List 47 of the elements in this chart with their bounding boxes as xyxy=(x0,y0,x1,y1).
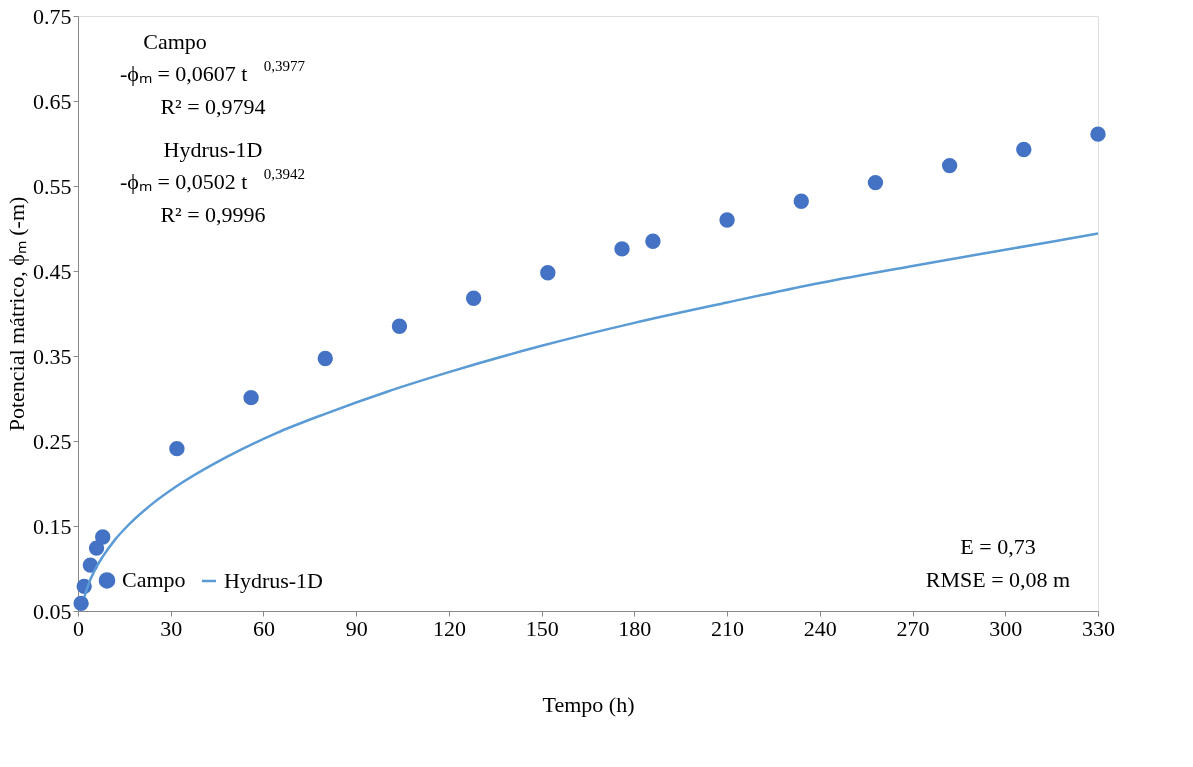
annotation: RMSE = 0,08 m xyxy=(925,567,1071,592)
point xyxy=(1016,141,1032,158)
y-tick-label: 0.75 xyxy=(33,3,72,29)
point xyxy=(793,193,809,209)
annotation: R² = 0,9794 xyxy=(160,94,266,119)
point xyxy=(645,233,661,249)
annotation: E = 0,73 xyxy=(960,534,1036,559)
annotation: R² = 0,9996 xyxy=(160,202,266,227)
x-tick-label: 90 xyxy=(345,615,368,641)
point xyxy=(465,290,482,306)
x-tick-label: 60 xyxy=(252,615,275,641)
x-tick-label: 180 xyxy=(618,615,652,641)
x-tick-label: 300 xyxy=(989,615,1023,641)
y-tick-label: 0.25 xyxy=(33,428,72,454)
y-tick-label: 0.65 xyxy=(33,88,72,114)
legend-label: Campo xyxy=(122,567,186,593)
annotation: Campo xyxy=(143,29,207,54)
point xyxy=(719,212,735,228)
x-tick-label: 270 xyxy=(896,615,930,641)
x-tick-label: 240 xyxy=(803,615,837,641)
x-tick-label: 0 xyxy=(73,615,84,641)
y-tick-label: 0.45 xyxy=(33,258,72,284)
y-tick-label: 0.35 xyxy=(33,343,72,369)
x-axis-title: Tempo (h) xyxy=(542,691,635,717)
y-tick-label: 0.55 xyxy=(33,173,72,199)
point xyxy=(95,529,111,545)
point xyxy=(317,350,333,367)
point xyxy=(391,318,408,334)
x-tick-label: 210 xyxy=(711,615,745,641)
x-tick-label: 30 xyxy=(160,615,183,641)
y-tick-label: 0.15 xyxy=(33,513,72,539)
point xyxy=(540,265,556,281)
point xyxy=(941,157,958,174)
point xyxy=(243,389,259,406)
legend-label: Hydrus-1D xyxy=(224,568,323,593)
point xyxy=(88,540,105,556)
x-tick-label: 150 xyxy=(525,615,559,641)
annotation: Hydrus-1D xyxy=(163,137,263,162)
y-axis-title: Potencial mátrico, ϕₘ (-m) xyxy=(4,196,29,432)
x-tick-label: 120 xyxy=(432,615,466,641)
point xyxy=(614,241,630,257)
point xyxy=(73,595,89,612)
point xyxy=(1090,126,1106,142)
y-tick-label: 0.05 xyxy=(33,598,72,624)
point xyxy=(867,174,884,191)
point xyxy=(169,440,185,457)
x-tick-label: 330 xyxy=(1082,615,1115,641)
